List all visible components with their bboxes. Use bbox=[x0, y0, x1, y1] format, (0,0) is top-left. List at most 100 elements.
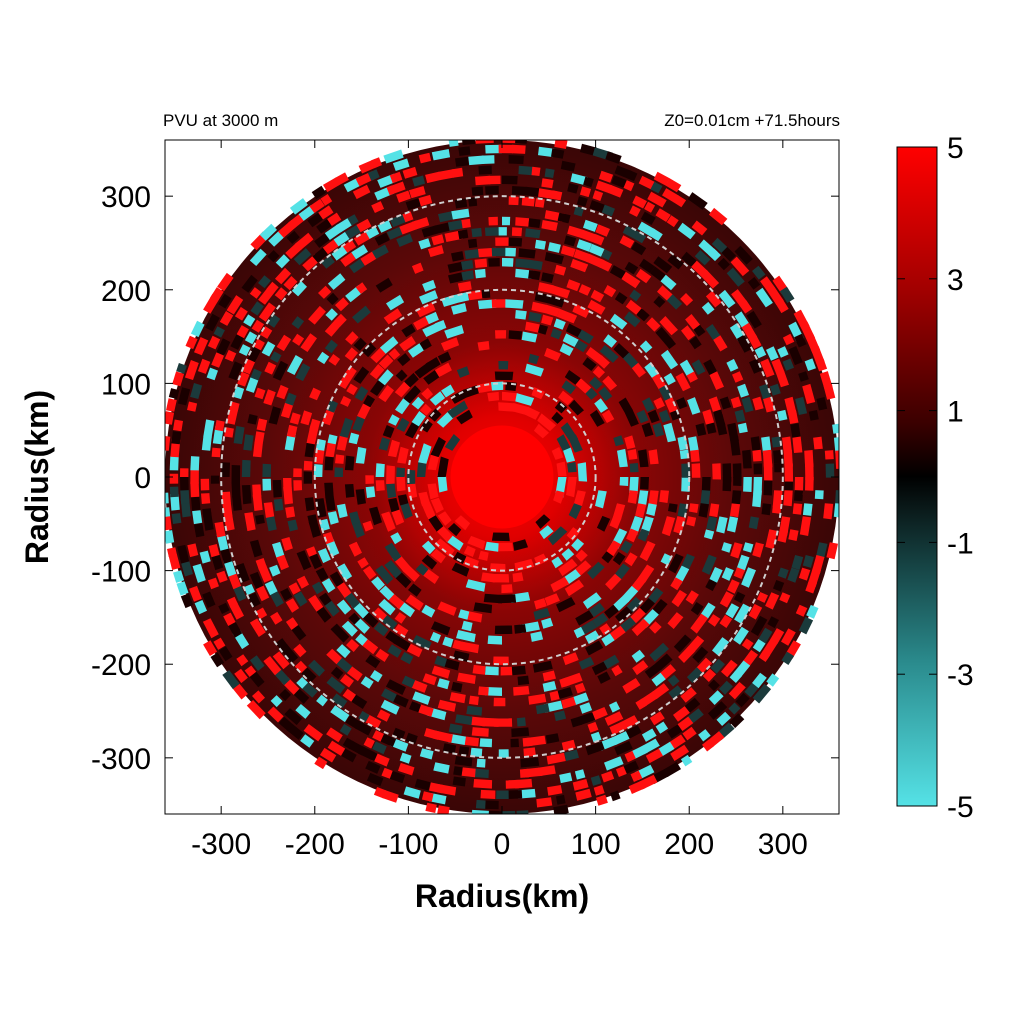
field-cell bbox=[651, 672, 666, 687]
field-cell bbox=[712, 463, 721, 480]
field-cell bbox=[236, 325, 249, 339]
field-cell bbox=[705, 579, 718, 592]
field-cell bbox=[515, 393, 535, 406]
field-cell bbox=[575, 378, 592, 394]
field-cell bbox=[348, 541, 362, 557]
field-cell bbox=[578, 284, 592, 296]
field-cell bbox=[184, 360, 199, 380]
field-cell bbox=[678, 645, 696, 663]
field-cell bbox=[566, 527, 581, 542]
field-cell bbox=[689, 336, 702, 350]
field-cell bbox=[425, 171, 441, 184]
field-cell bbox=[631, 618, 650, 637]
field-cell bbox=[777, 567, 789, 579]
field-cell bbox=[392, 694, 409, 708]
field-cell bbox=[465, 579, 486, 592]
field-cell bbox=[300, 734, 315, 748]
field-cell bbox=[296, 677, 308, 689]
field-cell bbox=[250, 368, 262, 381]
field-cell bbox=[609, 516, 622, 529]
field-cell bbox=[346, 383, 358, 396]
field-cell bbox=[813, 436, 823, 450]
field-cell bbox=[554, 264, 567, 276]
y-tick-label: 100 bbox=[101, 368, 151, 401]
field-cell bbox=[214, 521, 226, 538]
field-cell bbox=[326, 727, 343, 743]
field-cell bbox=[409, 701, 422, 713]
field-cell bbox=[734, 409, 746, 423]
field-cell bbox=[328, 354, 341, 366]
field-cell bbox=[629, 477, 639, 495]
field-cell bbox=[496, 790, 509, 799]
field-cell bbox=[679, 359, 695, 377]
field-cell bbox=[350, 694, 368, 709]
field-cell bbox=[363, 737, 375, 749]
field-cell bbox=[362, 565, 377, 580]
field-cell bbox=[346, 639, 360, 652]
field-cell bbox=[823, 503, 834, 520]
field-cell bbox=[331, 693, 348, 709]
field-cell bbox=[613, 503, 626, 520]
field-cell bbox=[708, 207, 728, 226]
field-cell bbox=[625, 409, 639, 427]
field-cell bbox=[326, 399, 339, 413]
field-cell bbox=[272, 360, 289, 381]
field-cell bbox=[392, 158, 410, 171]
field-cell bbox=[214, 420, 225, 432]
field-cell bbox=[545, 733, 560, 744]
field-cell bbox=[379, 585, 395, 601]
field-cell bbox=[494, 371, 514, 381]
field-cell bbox=[471, 727, 489, 737]
field-cell bbox=[210, 652, 225, 668]
field-cell bbox=[806, 604, 819, 619]
field-cell bbox=[324, 320, 341, 337]
field-cell bbox=[293, 480, 303, 491]
field-cell bbox=[624, 435, 636, 450]
field-cell bbox=[670, 744, 690, 761]
field-cell bbox=[342, 737, 355, 750]
field-cell bbox=[336, 581, 352, 598]
field-cell bbox=[706, 422, 717, 434]
field-cell bbox=[681, 251, 698, 268]
field-cell bbox=[622, 585, 639, 602]
field-cell bbox=[605, 540, 621, 558]
field-cell bbox=[451, 303, 467, 315]
field-cell bbox=[525, 363, 544, 377]
field-cell bbox=[573, 626, 585, 639]
field-cell bbox=[316, 218, 332, 234]
field-cell bbox=[544, 252, 564, 265]
field-cell bbox=[698, 729, 711, 742]
field-cell bbox=[582, 357, 597, 371]
field-cell bbox=[419, 748, 434, 760]
field-cell bbox=[563, 569, 581, 586]
field-cell bbox=[626, 528, 639, 543]
field-cell bbox=[753, 463, 763, 475]
field-cell bbox=[425, 357, 441, 371]
field-cell bbox=[467, 289, 485, 301]
field-cell bbox=[733, 477, 742, 486]
field-cell bbox=[395, 397, 411, 415]
field-cell bbox=[383, 308, 403, 325]
field-cell bbox=[232, 496, 242, 511]
y-tick-label: 200 bbox=[101, 275, 151, 308]
field-cell bbox=[741, 567, 756, 588]
field-cell bbox=[485, 144, 502, 154]
field-cell bbox=[348, 432, 360, 445]
field-cell bbox=[636, 308, 650, 322]
field-cell bbox=[393, 623, 409, 638]
field-cell bbox=[346, 666, 363, 682]
field-cell bbox=[541, 178, 554, 189]
field-cell bbox=[750, 615, 768, 637]
field-cell bbox=[279, 689, 291, 701]
field-cell bbox=[229, 401, 240, 412]
field-cell bbox=[165, 530, 175, 544]
field-cell bbox=[577, 329, 594, 344]
field-cell bbox=[502, 175, 518, 185]
field-cell bbox=[454, 756, 473, 767]
field-cell bbox=[203, 419, 215, 438]
field-cell bbox=[759, 383, 772, 401]
field-cell bbox=[451, 681, 463, 693]
x-tick-label: -200 bbox=[285, 828, 345, 861]
field-cell bbox=[193, 523, 205, 538]
field-cell bbox=[472, 664, 486, 675]
